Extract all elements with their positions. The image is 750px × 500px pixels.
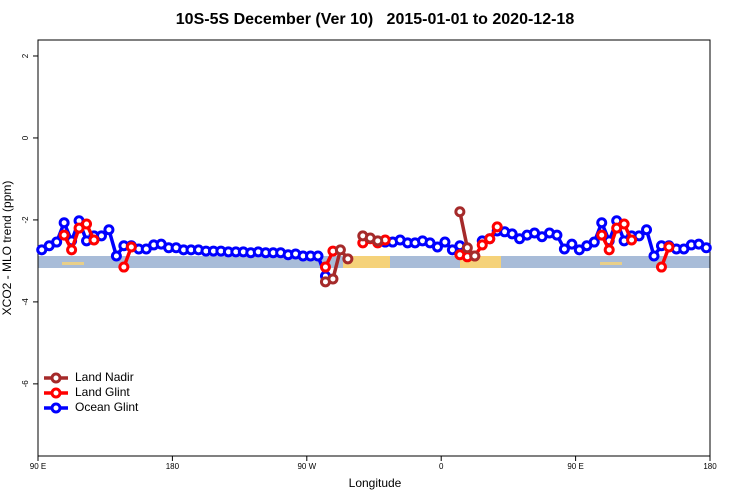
point [648,250,660,262]
y-tick-label: 2 [21,53,30,58]
point [655,261,667,273]
y-tick-label: -2 [21,216,30,224]
point [588,236,600,248]
point [125,241,137,253]
point [51,236,63,248]
point [58,229,70,241]
y-tick-label: 0 [21,135,30,140]
point [558,243,570,255]
legend-label: Land Glint [75,385,130,399]
series [58,218,675,273]
point [103,224,115,236]
map-strip [38,256,710,268]
point [431,241,443,253]
point [334,244,346,256]
point [327,273,339,285]
point [596,217,608,229]
point [551,229,563,241]
point [110,250,122,262]
y-tick-label: -6 [21,380,30,388]
point [342,253,354,265]
point [312,250,324,262]
x-axis-title: Longitude [349,476,402,490]
point [476,239,488,251]
legend-marker [50,387,62,399]
point [663,241,675,253]
point [454,206,466,218]
point [439,236,451,248]
point [118,261,130,273]
land-strip [343,256,390,268]
point [66,244,78,256]
legend-marker [50,402,62,414]
point [626,234,638,246]
y-axis-title: XCO2 - MLO trend (ppm) [0,181,14,316]
point [603,244,615,256]
x-tick-label: 90 W [297,462,316,471]
legend-marker [50,372,62,384]
point [484,233,496,245]
point [319,261,331,273]
point [596,229,608,241]
point [81,218,93,230]
x-tick-label: 180 [703,462,717,471]
legend-label: Ocean Glint [75,400,139,414]
x-tick-label: 90 E [30,462,46,471]
x-tick-label: 90 E [567,462,583,471]
chart-title: 10S-5S December (Ver 10) 2015-01-01 to 2… [176,11,575,28]
series [319,206,481,288]
point [506,228,518,240]
point [461,242,473,254]
y-tick-label: -4 [21,298,30,306]
point [469,250,481,262]
point [700,242,712,254]
x-tick-label: 0 [439,462,444,471]
point [491,221,503,233]
point [58,217,70,229]
point [88,234,100,246]
point [372,235,384,247]
point [566,238,578,250]
point [618,218,630,230]
x-tick-label: 180 [166,462,180,471]
point [641,224,653,236]
land-strip [62,262,84,265]
land-strip [600,262,622,265]
legend-label: Land Nadir [75,370,134,384]
